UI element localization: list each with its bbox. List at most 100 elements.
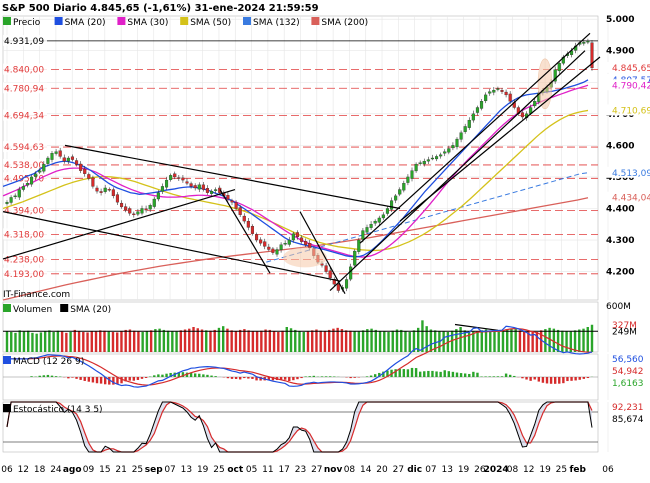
volume-bar	[506, 329, 509, 352]
volume-bar	[472, 331, 475, 352]
macd-histogram-bar	[38, 375, 41, 377]
macd-histogram-bar	[529, 377, 532, 381]
macd-histogram-bar	[365, 376, 369, 377]
x-tick-label: 12	[18, 465, 29, 475]
candle-body	[479, 101, 484, 109]
candle-body	[164, 179, 169, 188]
candle-body	[205, 188, 210, 193]
volume-bar	[238, 329, 242, 352]
x-tick-label: 2024	[484, 465, 509, 475]
macd-histogram-bar	[435, 371, 438, 377]
volume-bar	[569, 331, 573, 352]
volume-bar	[391, 330, 394, 352]
candle-body	[582, 42, 586, 44]
volume-bar	[149, 330, 153, 352]
macd-histogram-bar	[476, 372, 479, 377]
x-tick-label: 19	[197, 465, 209, 475]
y-tick-label: 600M	[606, 302, 631, 312]
candle-body	[508, 93, 512, 102]
volume-bar	[22, 331, 26, 352]
volume-bar	[111, 332, 115, 352]
volume-bar	[344, 330, 348, 352]
volume-bar	[192, 327, 195, 352]
macd-histogram-bar	[87, 377, 91, 382]
macd-histogram-bar	[91, 377, 95, 383]
candle-body	[283, 243, 287, 245]
macd-histogram-bar	[296, 377, 299, 380]
right-label-bg	[600, 166, 648, 178]
volume-bar	[518, 330, 522, 352]
candle-body	[214, 189, 218, 191]
x-tick-label: 06	[602, 465, 614, 475]
candle-body	[132, 213, 136, 216]
volume-bar	[497, 332, 500, 352]
candle-body	[426, 159, 430, 162]
legend-swatch	[117, 17, 126, 25]
volume-bar	[370, 328, 373, 352]
volume-bar	[158, 328, 161, 352]
candle-body	[250, 226, 255, 234]
candle-body	[422, 161, 426, 165]
macd-histogram-bar	[71, 377, 74, 378]
volume-bar	[10, 332, 13, 352]
volume-bar	[302, 332, 305, 352]
volume-bar	[357, 331, 361, 352]
x-tick-label: 07	[425, 465, 436, 475]
volume-bar	[463, 330, 467, 352]
x-tick-label: 20	[376, 465, 388, 475]
macd-histogram-bar	[283, 377, 287, 380]
candle-body	[152, 198, 156, 207]
level-label-bg	[3, 172, 47, 184]
candle-body	[357, 239, 361, 252]
candle-body	[402, 183, 406, 191]
volume-bar	[162, 329, 166, 352]
macd-histogram-bar	[484, 376, 487, 377]
macd-histogram-bar	[161, 374, 164, 377]
volume-bar	[383, 331, 386, 352]
candle-body	[349, 266, 353, 280]
macd-histogram-bar	[459, 373, 463, 377]
candle-body	[418, 162, 422, 164]
volume-bar	[221, 326, 225, 352]
macd-histogram-bar	[504, 373, 508, 377]
macd-histogram-bar	[398, 369, 401, 377]
candle-body	[308, 243, 312, 249]
x-tick-label: 08	[507, 465, 519, 475]
trend-line	[64, 144, 401, 210]
right-volume-label: 327M	[612, 321, 637, 331]
candle-body	[434, 156, 439, 160]
level-label: 4.538,00	[4, 161, 44, 171]
candle-body	[353, 250, 357, 266]
candle-body	[242, 215, 246, 222]
macd-histogram-bar	[206, 374, 209, 377]
macd-histogram-bar	[324, 376, 328, 377]
x-tick-label: 17	[278, 465, 289, 475]
candle-body	[136, 211, 140, 215]
legend-swatch	[311, 17, 320, 25]
volume-bar	[132, 330, 136, 352]
volume-bar	[200, 329, 204, 352]
macd-histogram-bar	[328, 376, 332, 377]
volume-bar	[459, 327, 462, 352]
candle-body	[201, 184, 205, 190]
volume-bar	[578, 329, 581, 352]
macd-histogram-bar	[558, 377, 561, 384]
sma20-line	[2, 79, 589, 258]
candle-body	[455, 138, 459, 148]
x-tick-label: dic	[407, 465, 422, 475]
volume-bar	[395, 329, 399, 352]
volume-bar	[442, 331, 445, 352]
candle-body	[447, 148, 451, 153]
volume-bar	[39, 332, 43, 352]
macd-histogram-bar	[500, 376, 504, 377]
volume-bar	[124, 329, 127, 352]
candle-body	[177, 177, 181, 179]
volume-bar	[531, 331, 534, 352]
candle-body	[586, 41, 590, 43]
volume-bar	[43, 331, 47, 352]
macd-histogram-bar	[423, 371, 426, 377]
macd-histogram-bar	[525, 377, 528, 380]
candle-body	[197, 184, 201, 190]
right-stoch-label: 92,231	[612, 403, 644, 413]
candle-body	[5, 202, 9, 204]
